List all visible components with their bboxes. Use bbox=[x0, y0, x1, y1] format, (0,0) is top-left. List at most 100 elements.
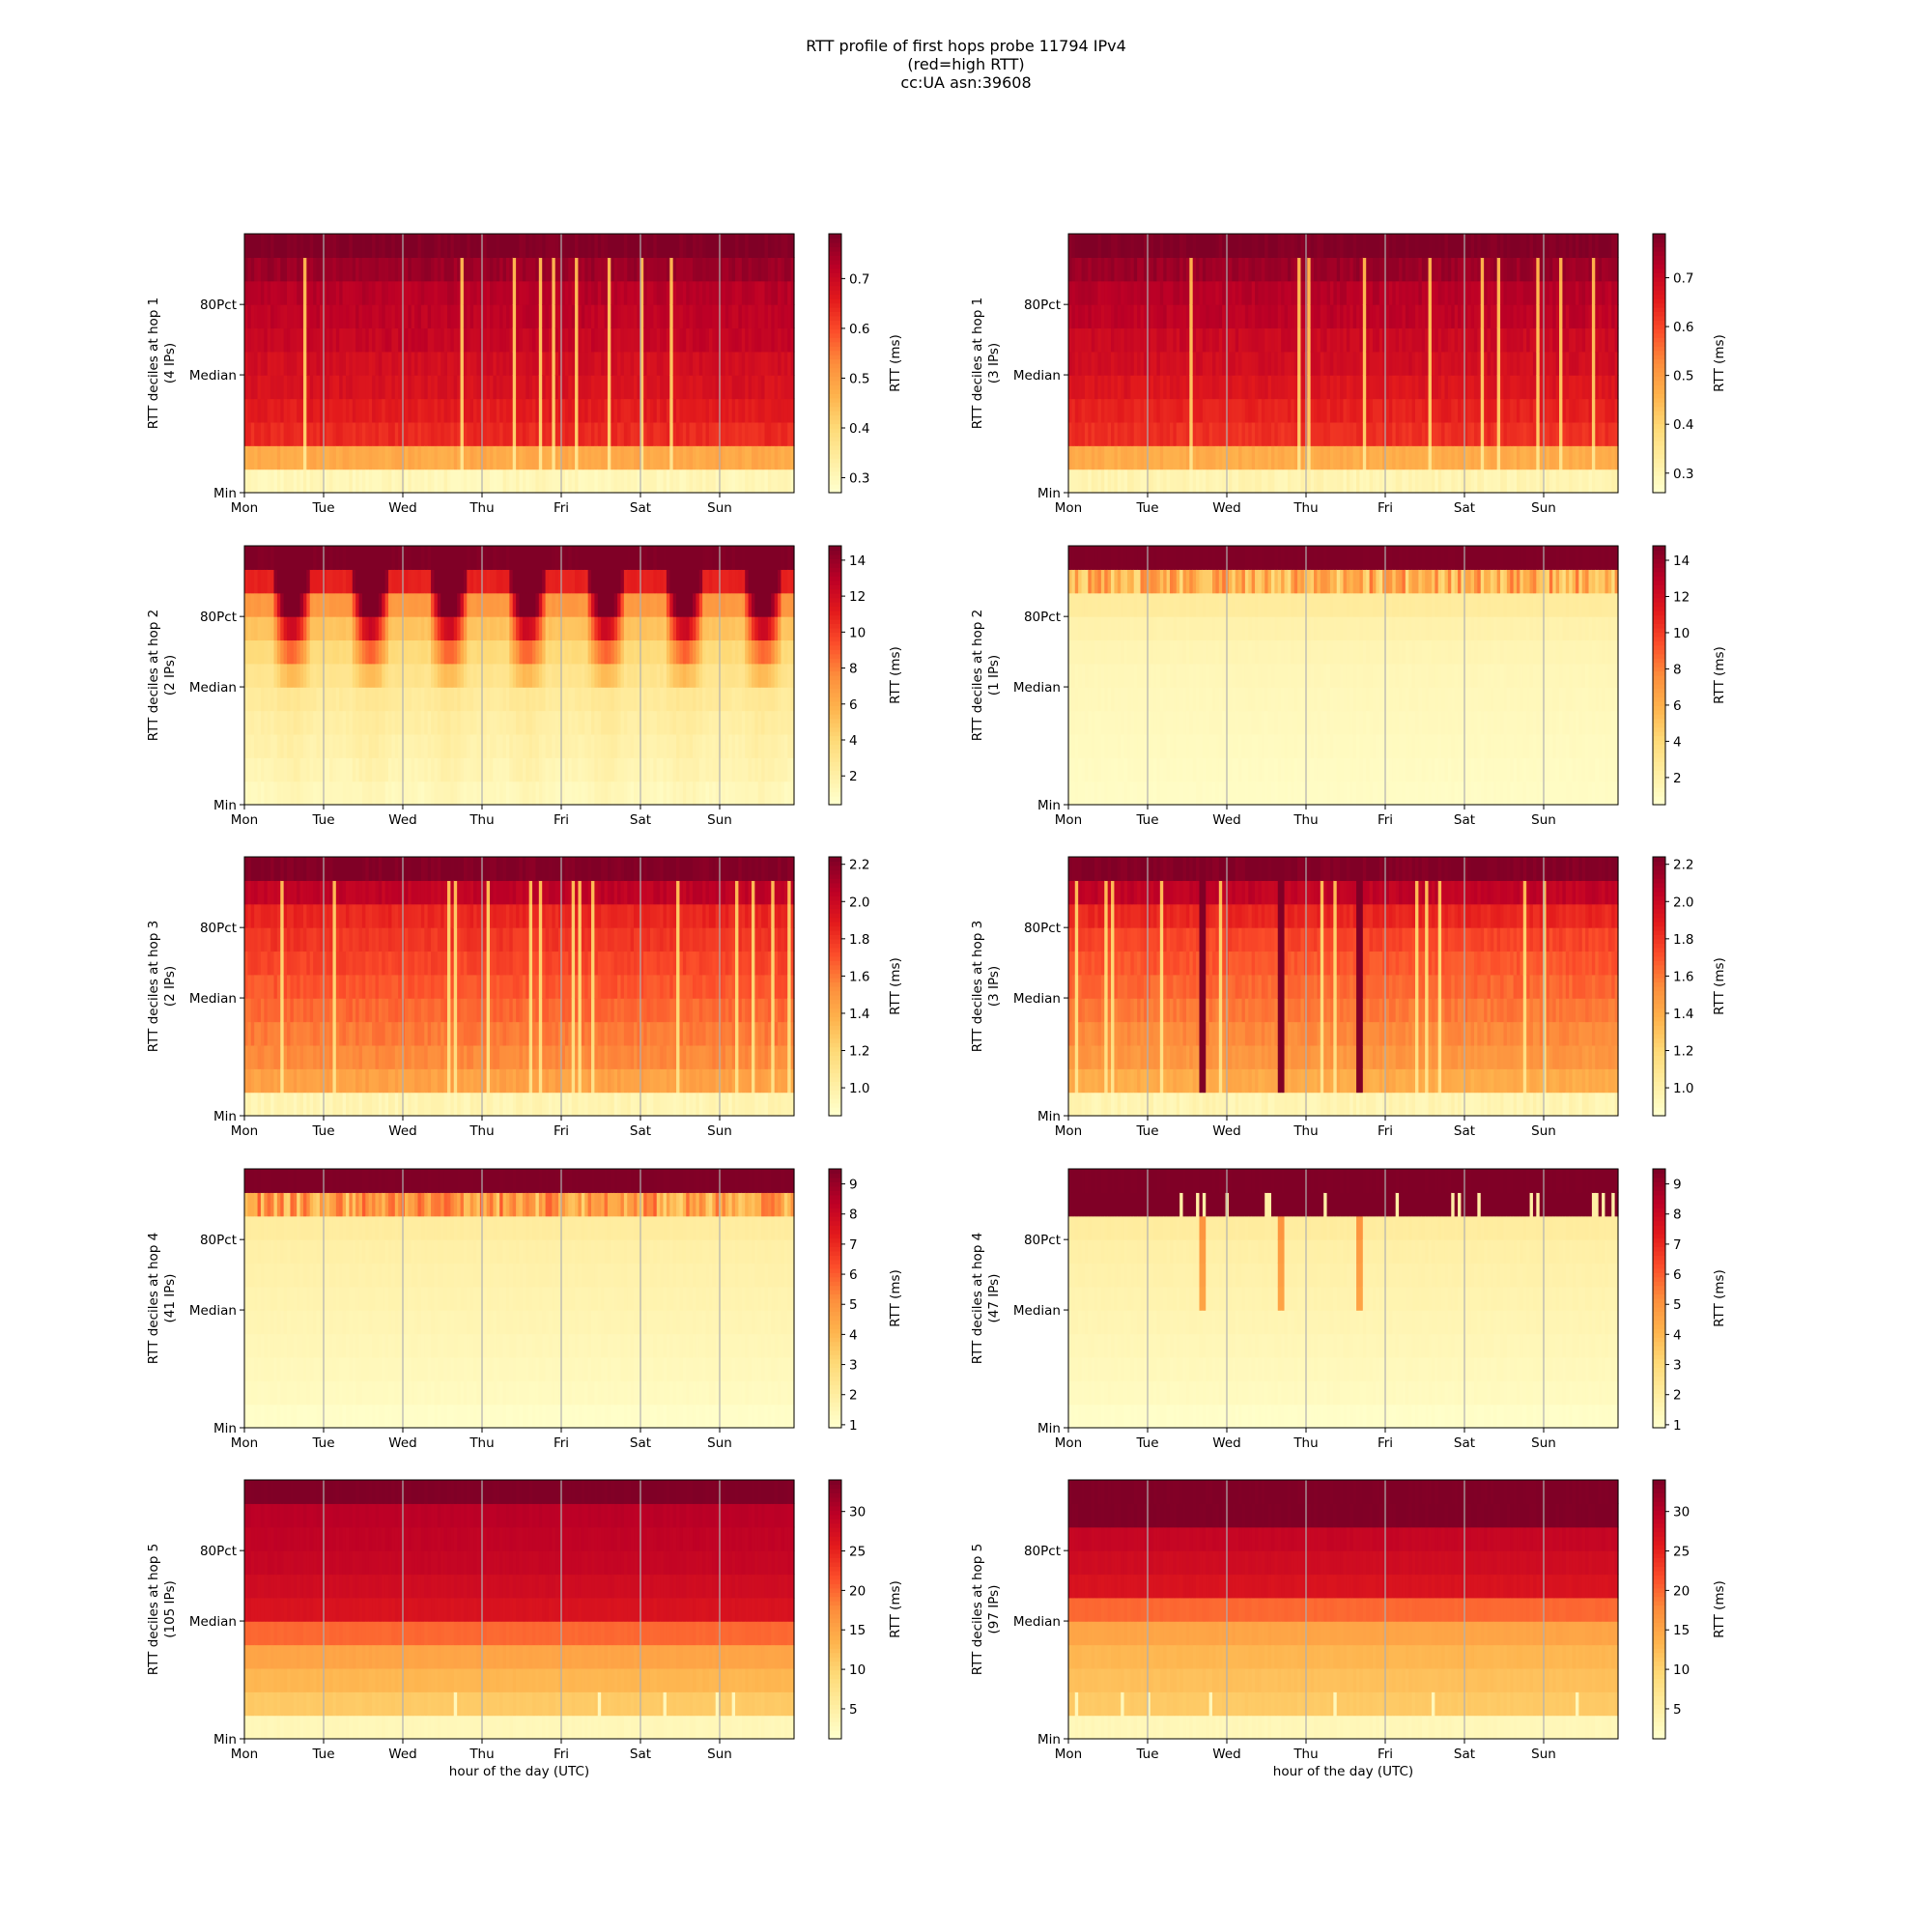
heatmap-cell bbox=[735, 398, 740, 423]
heatmap-cell bbox=[578, 327, 582, 353]
heatmap-cell bbox=[1569, 445, 1574, 470]
heatmap-cell bbox=[1487, 280, 1492, 305]
heatmap-cell bbox=[1310, 445, 1315, 470]
heatmap-cell bbox=[1094, 234, 1099, 258]
heatmap-cell bbox=[427, 421, 432, 446]
heatmap-cell bbox=[552, 421, 556, 446]
heatmap-cell bbox=[1565, 280, 1570, 305]
heatmap-cell bbox=[352, 421, 356, 446]
heatmap-cell bbox=[1458, 257, 1463, 282]
heatmap-cell bbox=[1192, 327, 1197, 353]
heatmap-cell bbox=[267, 234, 271, 258]
heatmap-cell bbox=[1496, 327, 1501, 353]
heatmap-cell bbox=[564, 304, 569, 329]
heatmap-cell bbox=[1336, 280, 1341, 305]
heatmap-cell bbox=[1300, 234, 1305, 258]
heatmap-cell bbox=[1411, 280, 1416, 305]
colorbar-segment bbox=[829, 320, 841, 326]
heatmap-cell bbox=[1091, 327, 1095, 353]
colorbar-segment bbox=[829, 315, 841, 321]
colorbar-segment bbox=[1653, 264, 1665, 270]
heatmap-cell bbox=[1555, 398, 1560, 423]
heatmap-cell bbox=[486, 234, 491, 258]
heatmap-cell bbox=[244, 257, 248, 282]
heatmap-cell bbox=[1526, 304, 1531, 329]
heatmap-cell bbox=[584, 257, 589, 282]
heatmap-cell bbox=[564, 257, 569, 282]
heatmap-cell bbox=[617, 280, 622, 305]
heatmap-cell bbox=[443, 234, 448, 258]
heatmap-cell bbox=[1084, 257, 1089, 282]
heatmap-cell bbox=[309, 445, 314, 470]
heatmap-cell bbox=[1068, 304, 1072, 329]
heatmap-cell bbox=[1071, 351, 1076, 376]
heatmap-cell bbox=[1529, 445, 1534, 470]
heatmap-cell bbox=[1428, 280, 1433, 305]
heatmap-cell bbox=[1517, 327, 1520, 353]
heatmap-cell bbox=[450, 234, 455, 258]
heatmap-cell bbox=[1189, 280, 1194, 305]
heatmap-cell bbox=[1235, 375, 1239, 400]
heatmap-cell bbox=[1490, 304, 1494, 329]
heatmap-cell bbox=[672, 304, 677, 329]
heatmap-cell bbox=[1169, 280, 1174, 305]
heatmap-cell bbox=[693, 351, 696, 376]
heatmap-cell bbox=[715, 375, 720, 400]
heatmap-cell bbox=[1068, 234, 1072, 258]
heatmap-cell bbox=[293, 257, 298, 282]
heatmap-cell bbox=[719, 234, 724, 258]
heatmap-cell bbox=[735, 421, 740, 446]
heatmap-cell bbox=[355, 280, 360, 305]
heatmap-cell bbox=[1314, 398, 1319, 423]
heatmap-cell bbox=[375, 351, 380, 376]
heatmap-cell bbox=[1150, 257, 1154, 282]
colorbar-segment bbox=[1653, 436, 1665, 441]
heatmap-cell bbox=[705, 280, 710, 305]
heatmap-cell bbox=[581, 398, 585, 423]
heatmap-cell bbox=[1473, 327, 1478, 353]
heatmap-cell bbox=[1277, 421, 1282, 446]
heatmap-cell bbox=[653, 421, 658, 446]
heatmap-cell bbox=[1526, 351, 1531, 376]
heatmap-cell bbox=[1238, 257, 1243, 282]
heatmap-cell bbox=[1543, 469, 1548, 494]
heatmap-cell bbox=[398, 469, 403, 494]
heatmap-cell bbox=[424, 280, 429, 305]
heatmap-cell bbox=[1281, 257, 1286, 282]
heatmap-cell bbox=[1218, 280, 1223, 305]
heatmap-cell bbox=[731, 327, 736, 353]
heatmap-cell bbox=[267, 304, 271, 329]
heatmap-cell bbox=[404, 327, 409, 353]
heatmap-cell bbox=[751, 257, 755, 282]
heatmap-cell bbox=[1562, 351, 1567, 376]
heatmap-cell bbox=[509, 327, 514, 353]
heatmap-cell bbox=[1100, 257, 1105, 282]
heatmap-cell bbox=[1126, 469, 1131, 494]
heatmap-cell bbox=[669, 398, 674, 423]
heatmap-cell bbox=[738, 304, 743, 329]
heatmap-cell bbox=[649, 351, 654, 376]
heatmap-cell bbox=[1173, 398, 1178, 423]
heatmap-cell bbox=[1473, 421, 1478, 446]
heatmap-cell bbox=[754, 304, 759, 329]
heatmap-cell bbox=[1111, 327, 1116, 353]
heatmap-cell bbox=[783, 421, 788, 446]
heatmap-cell bbox=[679, 445, 684, 470]
heatmap-cell bbox=[637, 421, 641, 446]
heatmap-cell bbox=[309, 375, 314, 400]
heatmap-cell bbox=[1350, 445, 1354, 470]
heatmap-cell bbox=[663, 398, 668, 423]
heatmap-cell bbox=[1307, 327, 1312, 353]
heatmap-cell bbox=[391, 469, 396, 494]
heatmap-cell bbox=[1084, 304, 1089, 329]
heatmap-cell bbox=[696, 257, 700, 282]
heatmap-cell bbox=[757, 445, 762, 470]
heatmap-cell bbox=[1133, 469, 1138, 494]
heatmap-cell bbox=[587, 375, 592, 400]
heatmap-cell bbox=[552, 445, 556, 470]
heatmap-cell bbox=[679, 304, 684, 329]
heatmap-cell bbox=[1114, 469, 1119, 494]
heatmap-cell bbox=[519, 469, 524, 494]
heatmap-cell bbox=[1258, 351, 1263, 376]
heatmap-cell bbox=[1418, 257, 1423, 282]
